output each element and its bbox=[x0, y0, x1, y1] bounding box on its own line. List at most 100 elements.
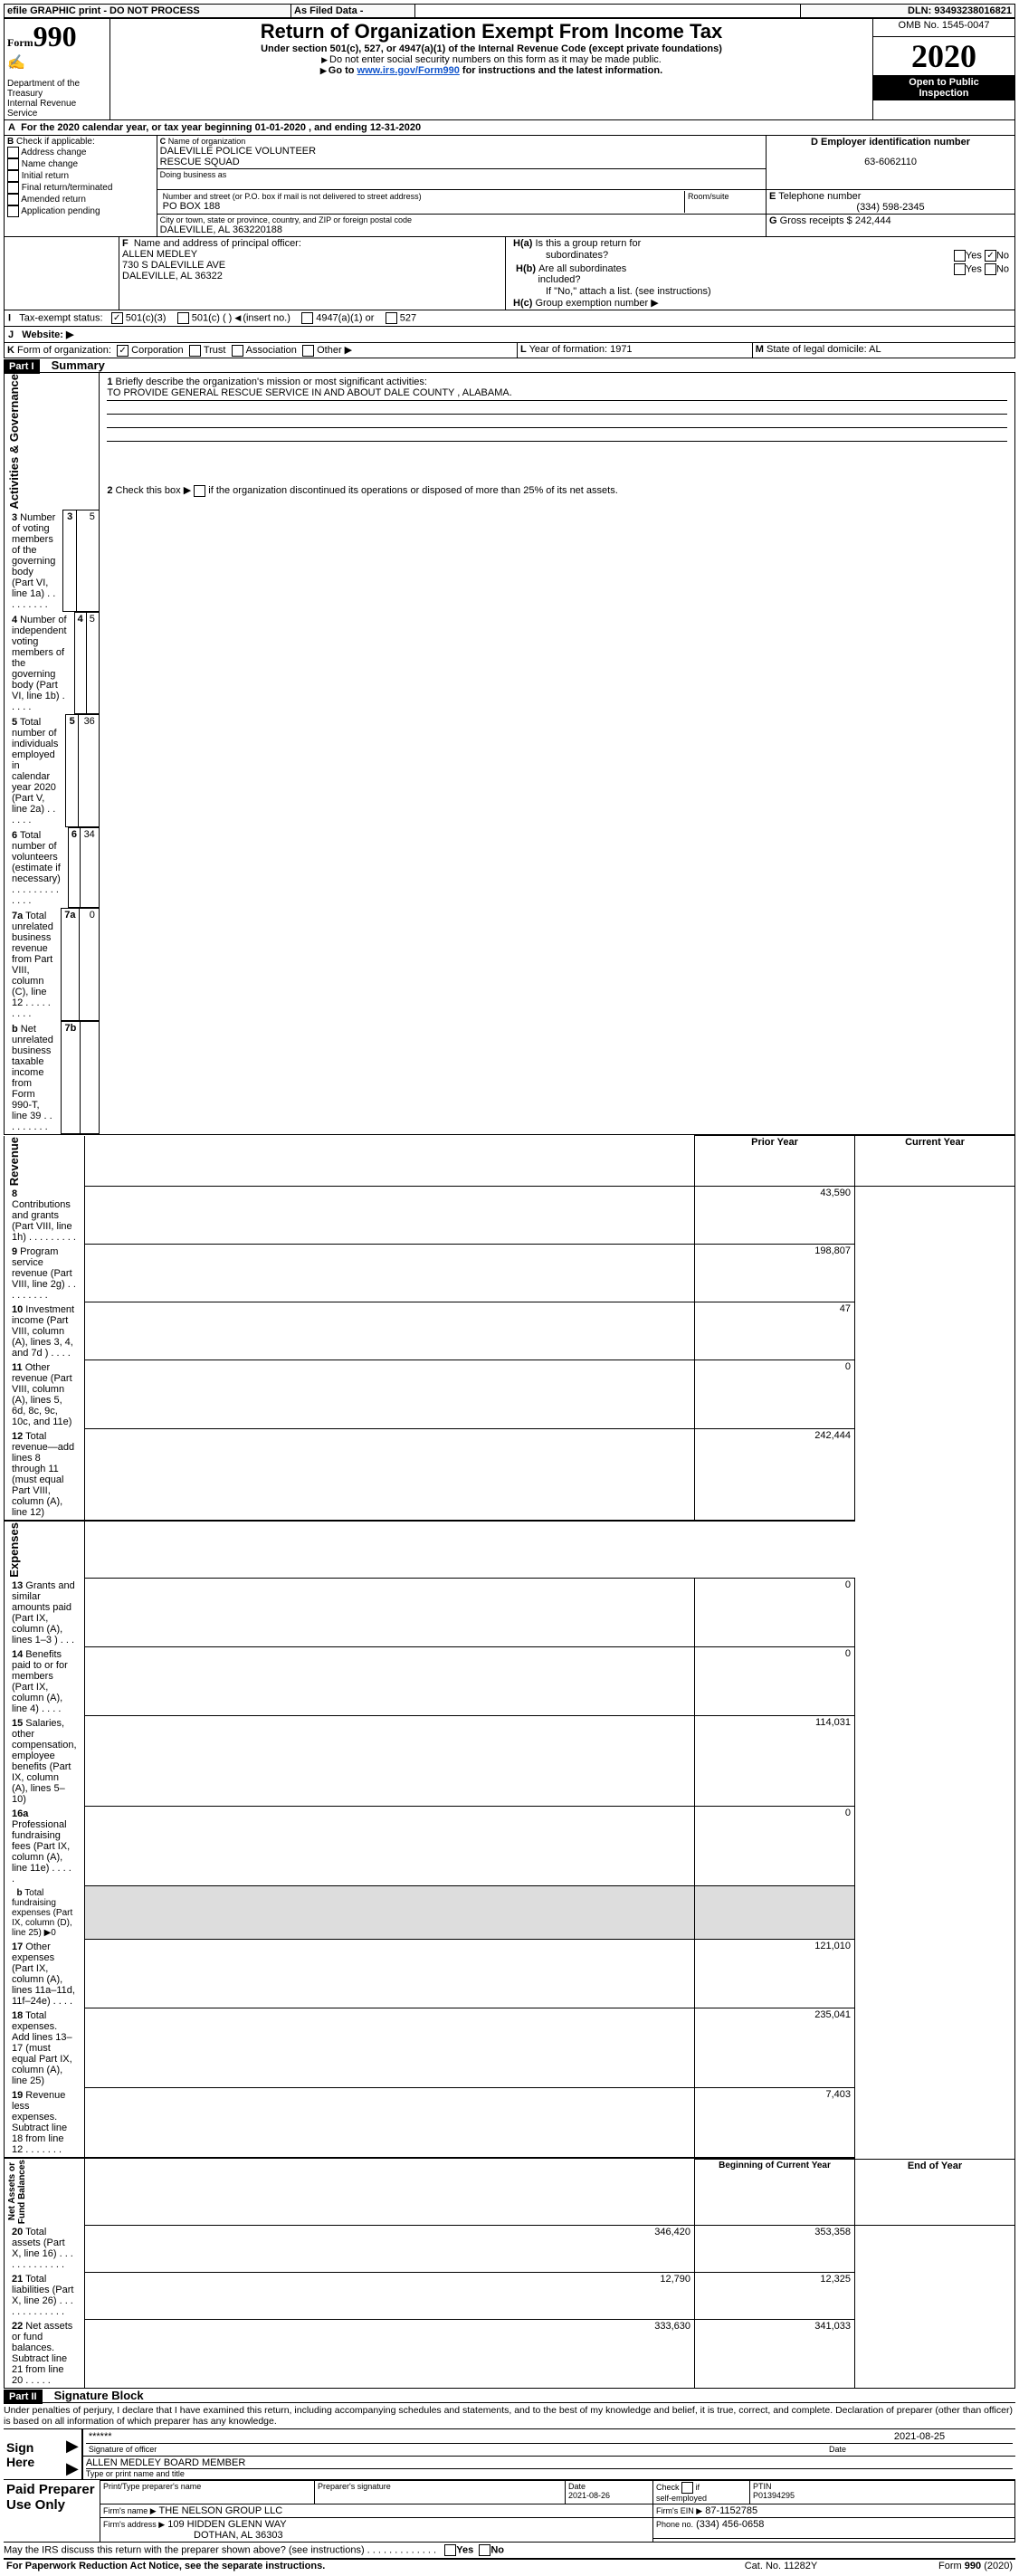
subtitle-2: Do not enter social security numbers on … bbox=[329, 54, 662, 65]
pp-sig-label: Preparer's signature bbox=[315, 2481, 566, 2504]
dba-label: Doing business as bbox=[160, 170, 763, 179]
side-revenue: Revenue bbox=[7, 1137, 29, 1186]
hc: Group exemption number ▶ bbox=[535, 298, 658, 309]
sign-here-label: Sign Here bbox=[4, 2429, 63, 2480]
street: PO BOX 188 bbox=[163, 201, 681, 212]
part-i-label: Part I bbox=[4, 359, 40, 374]
dln-label: DLN: bbox=[908, 5, 931, 16]
b-title: Check if applicable: bbox=[16, 137, 95, 147]
gross-receipts: 242,444 bbox=[855, 215, 891, 226]
dept-3: Internal Revenue Service bbox=[7, 99, 107, 119]
org-name-1: DALEVILLE POLICE VOLUNTEER bbox=[160, 146, 763, 157]
street-label: Number and street (or P.O. box if mail i… bbox=[163, 192, 681, 201]
hb-yes[interactable] bbox=[954, 263, 966, 275]
firm-addr1: 109 HIDDEN GLENN WAY bbox=[167, 2519, 286, 2530]
form-number: 990 bbox=[33, 20, 77, 52]
ha-2: subordinates? bbox=[513, 249, 821, 262]
pp-date-label: Date bbox=[568, 2482, 586, 2491]
discuss-no[interactable] bbox=[479, 2544, 490, 2556]
penalty-text: Under penalties of perjury, I declare th… bbox=[4, 2402, 1015, 2428]
ptin-label: PTIN bbox=[753, 2482, 772, 2491]
dln-value: 93493238016821 bbox=[934, 5, 1012, 16]
firm-name-label: Firm's name ▶ bbox=[103, 2506, 157, 2515]
i-527[interactable] bbox=[386, 312, 397, 324]
i-4947[interactable] bbox=[301, 312, 313, 324]
ha-1: Is this a group return for bbox=[535, 238, 641, 249]
pp-date: 2021-08-26 bbox=[568, 2491, 610, 2500]
dept-1: Department of the bbox=[7, 79, 107, 89]
firm-ein: 87-1152785 bbox=[705, 2505, 757, 2516]
paperwork: For Paperwork Reduction Act Notice, see … bbox=[4, 2560, 688, 2572]
cat-no: Cat. No. 11282Y bbox=[688, 2560, 874, 2572]
officer-addr2: DALEVILLE, AL 36322 bbox=[122, 271, 502, 281]
mission-label: Briefly describe the organization's miss… bbox=[116, 377, 427, 387]
discuss-text: May the IRS discuss this return with the… bbox=[4, 2545, 436, 2556]
firm-name: THE NELSON GROUP LLC bbox=[159, 2505, 283, 2516]
firm-phone-label: Phone no. bbox=[656, 2520, 693, 2529]
firm-addr2: DOTHAN, AL 36303 bbox=[103, 2530, 283, 2541]
graphic-print: efile GRAPHIC print - DO NOT PROCESS bbox=[5, 5, 291, 18]
officer-printed: ALLEN MEDLEY BOARD MEMBER bbox=[86, 2457, 1013, 2469]
as-filed: As Filed Data - bbox=[291, 5, 415, 18]
hb-1: Are all subordinates bbox=[538, 263, 626, 274]
line-2: Check this box ▶ if the organization dis… bbox=[116, 485, 618, 496]
hb-no[interactable] bbox=[985, 263, 996, 275]
k-corp[interactable]: ✓ bbox=[117, 345, 129, 357]
g-label: Gross receipts $ bbox=[780, 215, 852, 226]
city: DALEVILLE, AL 363220188 bbox=[160, 224, 763, 235]
k-other[interactable] bbox=[302, 345, 314, 357]
printed-label: Type or print name and title bbox=[86, 2469, 1013, 2478]
city-label: City or town, state or province, country… bbox=[160, 215, 763, 224]
col-current: Current Year bbox=[855, 1136, 1015, 1187]
mission-text: TO PROVIDE GENERAL RESCUE SERVICE IN AND… bbox=[107, 387, 1007, 401]
phone: (334) 598-2345 bbox=[769, 202, 1012, 213]
pp-self-emp[interactable] bbox=[681, 2482, 693, 2494]
irs-link[interactable]: www.irs.gov/Form990 bbox=[357, 65, 460, 76]
line-a: For the 2020 calendar year, or tax year … bbox=[21, 122, 421, 133]
k-assoc[interactable] bbox=[232, 345, 243, 357]
h-note: If "No," attach a list. (see instruction… bbox=[513, 286, 1012, 297]
l-val: 1971 bbox=[610, 344, 632, 355]
i-label: Tax-exempt status: bbox=[19, 312, 102, 323]
side-expenses: Expenses bbox=[7, 1522, 29, 1578]
part-ii-label: Part II bbox=[4, 2390, 43, 2404]
sig-officer-label: Signature of officer bbox=[86, 2444, 826, 2456]
open-public-1: Open to Public bbox=[875, 77, 1013, 88]
ha-yes[interactable] bbox=[954, 250, 966, 262]
discuss-yes[interactable] bbox=[444, 2544, 456, 2556]
officer-addr1: 730 S DALEVILLE AVE bbox=[122, 260, 502, 271]
sig-date: 2021-08-25 bbox=[826, 2430, 1013, 2444]
firm-addr-label: Firm's address ▶ bbox=[103, 2520, 165, 2529]
c-name-label: Name of organization bbox=[168, 137, 246, 146]
dept-2: Treasury bbox=[7, 89, 107, 99]
i-501c[interactable] bbox=[177, 312, 189, 324]
ha-no[interactable]: ✓ bbox=[985, 250, 996, 262]
firm-phone: (334) 456-0658 bbox=[696, 2519, 764, 2530]
tax-year: 2020 bbox=[873, 37, 1014, 75]
form-word: Form bbox=[7, 36, 33, 49]
m-label: State of legal domicile: bbox=[767, 344, 867, 355]
form-title: Return of Organization Exempt From Incom… bbox=[113, 20, 870, 43]
summary-label: Summary bbox=[43, 358, 105, 372]
ptin: P01394295 bbox=[753, 2491, 795, 2500]
d-label: Employer identification number bbox=[821, 137, 970, 148]
pp-name-label: Print/Type preparer's name bbox=[100, 2481, 315, 2504]
subtitle-1: Under section 501(c), 527, or 4947(a)(1)… bbox=[113, 43, 870, 54]
ein: 63-6062110 bbox=[769, 157, 1012, 167]
sigblock-label: Signature Block bbox=[45, 2389, 144, 2402]
e-label: Telephone number bbox=[778, 191, 861, 202]
f-label: Name and address of principal officer: bbox=[134, 238, 301, 249]
org-name-2: RESCUE SQUAD bbox=[160, 157, 763, 167]
header-block: Form990 ✍ Department of the Treasury Int… bbox=[4, 18, 1015, 120]
sig-stars: ****** bbox=[86, 2430, 826, 2444]
k-label: Form of organization: bbox=[17, 345, 111, 356]
open-public-2: Inspection bbox=[875, 88, 1013, 99]
i-501c3[interactable]: ✓ bbox=[111, 312, 123, 324]
topbar: efile GRAPHIC print - DO NOT PROCESS As … bbox=[4, 4, 1015, 18]
goto-suffix: for instructions and the latest informat… bbox=[460, 65, 662, 76]
l-label: Year of formation: bbox=[529, 344, 607, 355]
officer-name: ALLEN MEDLEY bbox=[122, 249, 502, 260]
k-trust[interactable] bbox=[189, 345, 201, 357]
goto-prefix: Go to bbox=[329, 65, 357, 76]
col-end: End of Year bbox=[855, 2159, 1015, 2225]
